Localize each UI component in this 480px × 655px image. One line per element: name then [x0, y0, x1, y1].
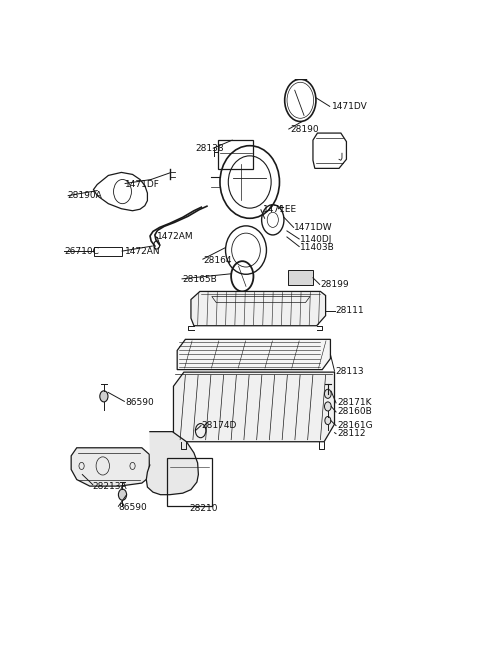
Text: 1472AN: 1472AN	[125, 247, 161, 256]
Bar	[94, 246, 122, 255]
Text: 86590: 86590	[119, 503, 147, 512]
Text: 28164: 28164	[203, 255, 232, 265]
Text: 86590: 86590	[125, 398, 154, 407]
Text: 1472AM: 1472AM	[156, 233, 193, 242]
Polygon shape	[71, 448, 149, 486]
Text: 11403B: 11403B	[300, 243, 335, 252]
Text: 28161G: 28161G	[337, 421, 373, 430]
Polygon shape	[173, 372, 335, 441]
Text: 28199: 28199	[321, 280, 349, 289]
Bar	[218, 140, 253, 170]
Text: 26710C: 26710C	[64, 247, 99, 256]
Polygon shape	[146, 432, 198, 495]
Polygon shape	[191, 291, 325, 326]
Text: 28210: 28210	[190, 504, 218, 513]
Circle shape	[325, 417, 331, 424]
Circle shape	[324, 402, 331, 411]
Text: 28174D: 28174D	[202, 421, 237, 430]
Polygon shape	[177, 339, 330, 369]
Text: 28171K: 28171K	[337, 398, 372, 407]
Text: 1471DV: 1471DV	[332, 102, 367, 111]
Text: 1471DF: 1471DF	[125, 180, 160, 189]
Text: 28112: 28112	[337, 429, 366, 438]
Text: 28165B: 28165B	[183, 275, 217, 284]
Text: 1471DW: 1471DW	[294, 223, 333, 232]
Text: 28213A: 28213A	[93, 481, 127, 491]
Bar	[288, 271, 313, 286]
Circle shape	[100, 391, 108, 402]
Circle shape	[324, 389, 331, 398]
Bar	[167, 458, 212, 506]
Circle shape	[119, 489, 127, 500]
Text: 28138: 28138	[196, 143, 225, 153]
Text: 28190A: 28190A	[67, 191, 102, 200]
Text: 28113: 28113	[335, 367, 364, 375]
Text: 28160B: 28160B	[337, 407, 372, 417]
Text: 1140DJ: 1140DJ	[300, 236, 332, 244]
Text: 1471EE: 1471EE	[263, 205, 297, 214]
Text: 28111: 28111	[335, 306, 364, 315]
Text: 28190: 28190	[290, 124, 319, 134]
